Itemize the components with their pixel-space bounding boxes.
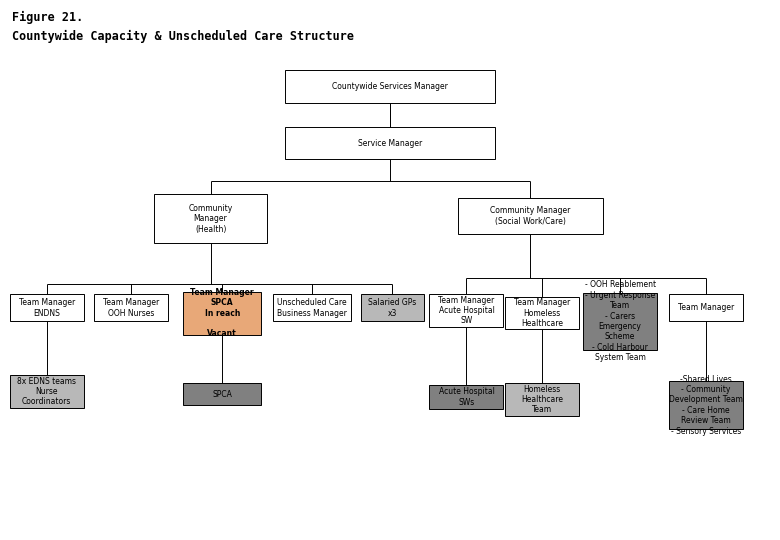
Text: Team Manager
SPCA
In reach

Vacant: Team Manager SPCA In reach Vacant — [190, 288, 254, 339]
Text: -Shared Lives
- Community
Development Team
- Care Home
Review Team
- Sensory Ser: -Shared Lives - Community Development Te… — [669, 375, 743, 435]
Text: Team Manager
OOH Nurses: Team Manager OOH Nurses — [103, 298, 159, 318]
FancyBboxPatch shape — [459, 198, 602, 233]
FancyBboxPatch shape — [505, 297, 579, 329]
Text: Figure 21.: Figure 21. — [12, 11, 83, 24]
FancyBboxPatch shape — [583, 293, 657, 350]
Text: 8x EDNS teams
Nurse
Coordinators: 8x EDNS teams Nurse Coordinators — [17, 376, 76, 407]
FancyBboxPatch shape — [285, 70, 495, 103]
FancyBboxPatch shape — [505, 383, 579, 416]
Text: Unscheduled Care
Business Manager: Unscheduled Care Business Manager — [277, 298, 347, 318]
Text: Community
Manager
(Health): Community Manager (Health) — [189, 204, 232, 234]
FancyBboxPatch shape — [273, 294, 351, 321]
FancyBboxPatch shape — [429, 294, 504, 327]
Text: Team Manager
Homeless
Healthcare: Team Manager Homeless Healthcare — [514, 298, 570, 328]
FancyBboxPatch shape — [669, 294, 743, 321]
FancyBboxPatch shape — [429, 384, 504, 409]
Text: SPCA: SPCA — [212, 390, 232, 399]
Text: Community Manager
(Social Work/Care): Community Manager (Social Work/Care) — [490, 206, 571, 226]
Text: Salaried GPs
x3: Salaried GPs x3 — [368, 298, 417, 318]
FancyBboxPatch shape — [94, 294, 168, 321]
FancyBboxPatch shape — [361, 294, 424, 321]
FancyBboxPatch shape — [183, 292, 261, 335]
Text: Team Manager
Acute Hospital
SW: Team Manager Acute Hospital SW — [438, 295, 495, 326]
FancyBboxPatch shape — [154, 194, 267, 243]
Text: Acute Hospital
SWs: Acute Hospital SWs — [438, 387, 495, 407]
Text: Countywide Capacity & Unscheduled Care Structure: Countywide Capacity & Unscheduled Care S… — [12, 30, 353, 43]
FancyBboxPatch shape — [9, 294, 84, 321]
Text: - OOH Reablement
- Urgent Response
Team
- Carers
Emergency
Scheme
- Cold Harbour: - OOH Reablement - Urgent Response Team … — [584, 280, 656, 362]
Text: Service Manager: Service Manager — [358, 139, 422, 147]
FancyBboxPatch shape — [285, 127, 495, 159]
FancyBboxPatch shape — [669, 381, 743, 429]
Text: Team Manager: Team Manager — [678, 303, 734, 312]
Text: Homeless
Healthcare
Team: Homeless Healthcare Team — [521, 384, 563, 415]
FancyBboxPatch shape — [9, 375, 84, 408]
Text: Team Manager
ENDNS: Team Manager ENDNS — [19, 298, 75, 318]
Text: Countywide Services Manager: Countywide Services Manager — [332, 82, 448, 91]
FancyBboxPatch shape — [183, 383, 261, 405]
